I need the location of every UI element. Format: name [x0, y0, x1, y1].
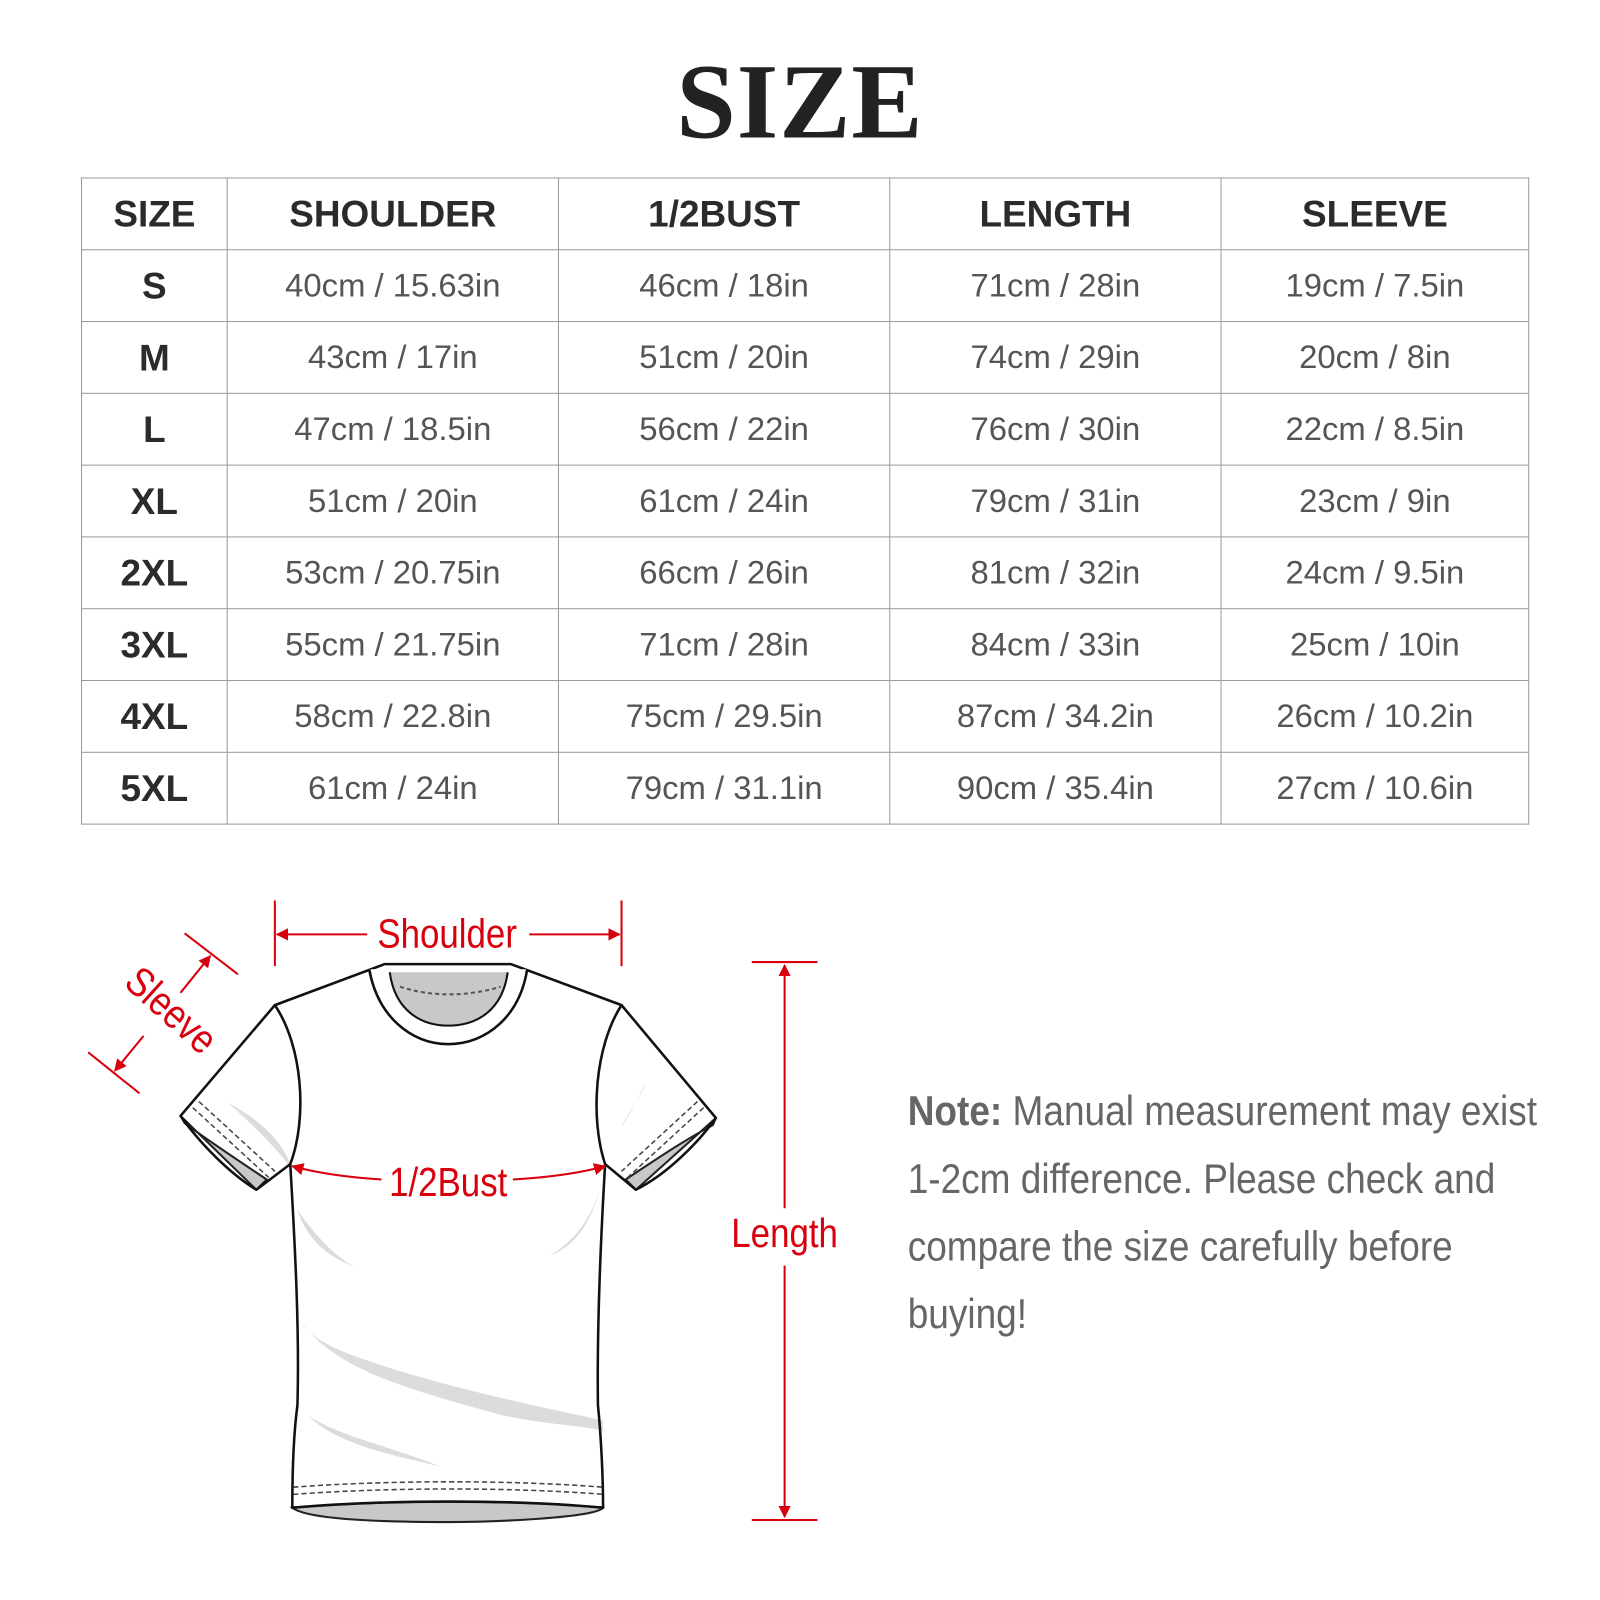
shoulder-cell: 55cm / 21.75in: [226, 608, 559, 682]
length-cell: 74cm / 29in: [889, 321, 1222, 394]
note-text: Manual measurement may exist 1-2cm diffe…: [907, 1087, 1538, 1338]
size-cell: 2XL: [81, 536, 228, 610]
length-cell: 71cm / 28in: [889, 249, 1222, 323]
size-chart-table: SIZE SHOULDER 1/2BUST LENGTH SLEEVE S 40c…: [81, 177, 1530, 825]
sleeve-tick-top: [183, 932, 239, 976]
size-cell: M: [81, 321, 228, 394]
length-label: Length: [731, 1212, 838, 1257]
sleeve-cell: 26cm / 10.2in: [1220, 679, 1530, 753]
sleeve-cell: 24cm / 9.5in: [1220, 536, 1530, 610]
length-cell: 81cm / 32in: [889, 536, 1222, 610]
sleeve-arrow-top: [179, 954, 212, 994]
bust-cell: 56cm / 22in: [557, 392, 891, 466]
measurement-note: Note: Manual measurement may exist 1-2cm…: [908, 1077, 1540, 1348]
table-row: M 43cm / 17in 51cm / 20in 74cm / 29in 20cm /…: [81, 321, 1530, 394]
table-header-row: SIZE SHOULDER 1/2BUST LENGTH SLEEVE: [81, 177, 1530, 251]
sleeve-cell: 23cm / 9in: [1220, 464, 1530, 538]
header-length: LENGTH: [889, 177, 1222, 251]
length-cell: 76cm / 30in: [889, 392, 1222, 466]
size-cell: S: [81, 249, 228, 323]
bust-cell: 75cm / 29.5in: [557, 679, 891, 753]
size-cell: L: [81, 392, 228, 466]
sleeve-cell: 20cm / 8in: [1220, 321, 1530, 394]
table-row: S 40cm / 15.63in 46cm / 18in 71cm / 28in 19c…: [81, 249, 1530, 323]
table-row: L 47cm / 18.5in 56cm / 22in 76cm / 30in 22cm…: [81, 392, 1530, 466]
shoulder-cell: 51cm / 20in: [226, 464, 559, 538]
shoulder-cell: 53cm / 20.75in: [226, 536, 559, 610]
header-sleeve: SLEEVE: [1220, 177, 1530, 251]
sleeve-cell: 27cm / 10.6in: [1220, 751, 1530, 825]
tshirt-icon: [179, 962, 718, 1524]
table-row: 4XL 58cm / 22.8in 75cm / 29.5in 87cm / 34.2…: [81, 679, 1530, 753]
header-bust: 1/2BUST: [557, 177, 891, 251]
length-cell: 90cm / 35.4in: [889, 751, 1222, 825]
size-cell: 3XL: [81, 608, 228, 682]
sleeve-cell: 19cm / 7.5in: [1220, 249, 1530, 323]
bust-arrow-left: [291, 1163, 382, 1181]
sleeve-tick-bottom: [87, 1051, 141, 1095]
shoulder-cell: 58cm / 22.8in: [226, 679, 559, 753]
length-cell: 84cm / 33in: [889, 608, 1222, 682]
size-cell: XL: [81, 464, 228, 538]
shoulder-label: Shoulder: [377, 912, 517, 957]
sleeve-cell: 25cm / 10in: [1220, 608, 1530, 682]
table-row: 3XL 55cm / 21.75in 71cm / 28in 84cm / 33in 2…: [81, 608, 1530, 682]
shoulder-cell: 43cm / 17in: [226, 321, 559, 394]
header-shoulder: SHOULDER: [226, 177, 559, 251]
bust-cell: 61cm / 24in: [557, 464, 891, 538]
table-row: 2XL 53cm / 20.75in 66cm / 26in 81cm / 32in 2…: [81, 536, 1530, 610]
sleeve-label: Sleeve: [116, 958, 226, 1063]
page-title: SIZE: [676, 43, 924, 162]
sleeve-arrow-bottom: [114, 1035, 145, 1072]
size-cell: 4XL: [81, 679, 228, 753]
bust-arrow-right: [512, 1163, 607, 1181]
size-cell: 5XL: [81, 751, 228, 825]
bust-cell: 71cm / 28in: [557, 608, 891, 682]
sleeve-cell: 22cm / 8.5in: [1220, 392, 1530, 466]
shoulder-cell: 61cm / 24in: [226, 751, 559, 825]
bust-cell: 66cm / 26in: [557, 536, 891, 610]
table-row: XL 51cm / 20in 61cm / 24in 79cm / 31in 23cm …: [81, 464, 1530, 538]
bust-cell: 46cm / 18in: [557, 249, 891, 323]
shoulder-cell: 40cm / 15.63in: [226, 249, 559, 323]
bust-label: 1/2Bust: [389, 1160, 508, 1205]
header-size: SIZE: [81, 177, 228, 251]
measurement-annotations: [87, 900, 818, 1522]
table-row: 5XL 61cm / 24in 79cm / 31.1in 90cm / 35.4in…: [81, 751, 1530, 825]
bust-cell: 79cm / 31.1in: [557, 751, 891, 825]
note-label: Note:: [907, 1087, 1003, 1135]
